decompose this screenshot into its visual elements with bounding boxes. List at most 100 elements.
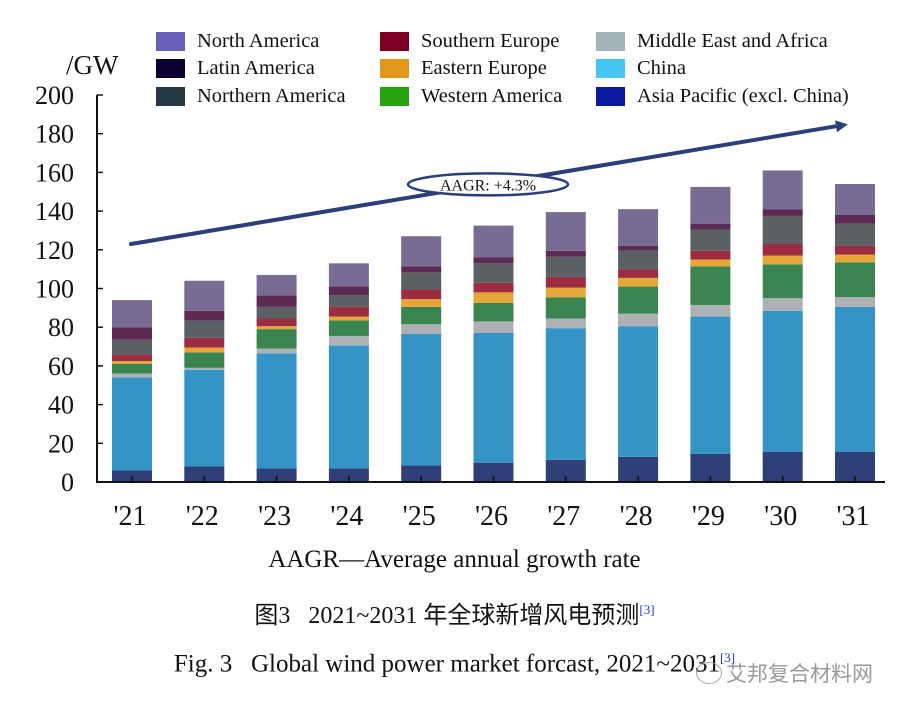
figure-caption-chinese-text: 图3 2021~2031 年全球新增风电预测	[254, 603, 640, 629]
bar-segment-north-america	[184, 280, 225, 311]
bar-segment-north-america	[835, 184, 875, 215]
bar-segment-china	[545, 328, 586, 460]
y-tick-label: 200	[35, 81, 74, 110]
legend-label: North America	[197, 29, 320, 52]
bar-segment-western-america	[401, 306, 442, 325]
bar-segment-eastern-europe	[112, 361, 152, 364]
bar-segment-china	[112, 377, 152, 471]
bar-segment-southern-europe	[835, 245, 875, 255]
x-tick-label: '22	[186, 501, 219, 532]
bar-segment-western-america	[545, 297, 586, 319]
bar-segment-eastern-europe	[401, 299, 442, 307]
bar-segment-eastern-europe	[835, 254, 875, 263]
bar-segment-southern-europe	[328, 306, 369, 317]
bar-segment-northern-america	[401, 272, 442, 290]
y-tick-label: 140	[35, 197, 74, 226]
bar-segment-latin-america	[762, 209, 803, 216]
legend-swatch	[596, 31, 625, 51]
bar-segment-north-america	[112, 300, 152, 328]
bar-segment-southern-europe	[112, 354, 152, 362]
bar-segment-eastern-europe	[328, 316, 369, 321]
bar-segment-north-america	[690, 186, 731, 224]
reference-link[interactable]: [3]	[719, 650, 736, 665]
legend-item: North America	[156, 28, 319, 54]
y-axis-label: /GW	[66, 50, 119, 80]
bar-segment-middle-east-and-africa	[401, 324, 442, 334]
legend-label: China	[637, 57, 686, 79]
bar-segment-eastern-europe	[184, 347, 225, 353]
bar-segment-north-america	[401, 236, 442, 267]
bar-segment-western-america	[328, 320, 369, 336]
y-tick-label: 0	[61, 468, 74, 497]
bar-segment-northern-america	[545, 256, 586, 277]
bar-segment-southern-europe	[690, 250, 731, 260]
y-tick-label: 120	[35, 236, 74, 265]
bar-segment-southern-europe	[401, 289, 442, 300]
bar-segment-latin-america	[328, 286, 369, 296]
y-tick-label: 20	[48, 429, 74, 458]
bar-segment-middle-east-and-africa	[256, 348, 297, 354]
bar-segment-northern-america	[256, 306, 297, 319]
bar-segment-china	[328, 345, 369, 469]
bar-segment-southern-europe	[545, 276, 586, 288]
y-axis: 0 20 40 60 80 100 120 140 160 180 200	[35, 81, 103, 497]
bar-segment-china	[618, 326, 659, 457]
legend-label: Western America	[421, 84, 563, 107]
x-tick-label: '29	[692, 501, 725, 532]
bar-segment-north-america	[256, 274, 297, 296]
y-tick-label: 40	[48, 391, 74, 420]
x-tick-label: '26	[475, 501, 508, 532]
bar-segment-northern-america	[690, 229, 731, 251]
x-tick-label: '24	[330, 501, 363, 532]
bar-segment-southern-europe	[473, 282, 514, 293]
bar-stack-25	[401, 236, 442, 482]
legend-item: Middle East and Africa	[596, 28, 828, 54]
bar-segment-north-america	[618, 209, 659, 246]
legend-item: Eastern Europe	[380, 56, 547, 82]
aagr-label: AAGR: +4.3%	[440, 177, 536, 194]
bar-segment-middle-east-and-africa	[112, 373, 152, 378]
bar-segment-northern-america	[328, 295, 369, 307]
bar-segment-middle-east-and-africa	[618, 313, 659, 327]
bar-segment-china	[690, 316, 731, 454]
x-tick-label: '30	[764, 501, 797, 532]
bar-segment-china	[256, 353, 297, 469]
bar-segment-latin-america	[184, 310, 225, 321]
legend-swatch	[596, 59, 625, 78]
legend-item: Northern America	[156, 83, 346, 109]
bar-segment-western-america	[762, 264, 803, 299]
legend-swatch	[380, 59, 409, 78]
legend-swatch	[156, 59, 185, 78]
legend-swatch	[380, 31, 409, 51]
bar-stack-21	[112, 300, 152, 482]
reference-link[interactable]: [3]	[639, 602, 655, 617]
figure-caption-english-text: Fig. 3 Global wind power market forcast,…	[173, 650, 720, 678]
y-tick-label: 60	[48, 352, 74, 381]
aagr-label-bubble	[406, 172, 570, 197]
aagr-definition-caption: AAGR—Average annual growth rate	[268, 546, 641, 573]
bar-segment-asia-pacific-excl-china	[545, 459, 586, 482]
bar-segment-middle-east-and-africa	[835, 297, 875, 307]
bar-segment-china	[184, 369, 225, 467]
figure-caption-english: Fig. 3 Global wind power market forcast,…	[0, 650, 909, 678]
bar-segment-northern-america	[184, 320, 225, 338]
legend-item: Asia Pacific (excl. China)	[596, 83, 849, 109]
bar-segment-china	[401, 333, 442, 466]
bar-segment-southern-europe	[618, 269, 659, 278]
y-tick-label: 160	[35, 158, 74, 187]
y-tick-label: 180	[35, 120, 74, 149]
bar-segment-middle-east-and-africa	[328, 335, 369, 346]
legend-item: China	[596, 56, 686, 82]
bar-segment-middle-east-and-africa	[762, 298, 803, 311]
bar-segment-north-america	[545, 212, 586, 251]
bar-segment-western-america	[690, 266, 731, 305]
trend-arrow-head-icon	[835, 120, 848, 133]
bar-segment-asia-pacific-excl-china	[473, 462, 514, 482]
bar-stack-30	[762, 170, 803, 482]
legend-label: Middle East and Africa	[637, 29, 828, 52]
legend-label: Northern America	[197, 84, 346, 107]
figure-caption-chinese: 图3 2021~2031 年全球新增风电预测[3]	[0, 595, 909, 630]
bar-segment-western-america	[112, 363, 152, 374]
bar-segment-southern-europe	[184, 337, 225, 348]
